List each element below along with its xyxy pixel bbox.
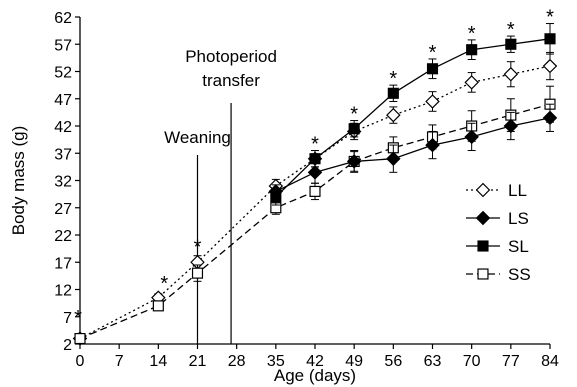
x-tick-label: 28 (228, 353, 246, 370)
data-point (544, 33, 556, 45)
data-point (386, 151, 401, 166)
y-tick-label: 7 (63, 310, 72, 327)
series-line (275, 117, 551, 192)
x-tick-label: 77 (502, 353, 520, 370)
data-point (387, 87, 399, 99)
y-tick-label: 42 (54, 119, 72, 136)
annotation-label: Weaning (164, 128, 231, 147)
x-tick-label: 7 (115, 353, 124, 370)
significance-star: * (311, 134, 319, 156)
x-tick-label: 42 (306, 353, 324, 370)
data-point (503, 118, 519, 134)
x-tick-label: 49 (345, 353, 363, 370)
significance-star: * (507, 19, 515, 41)
y-tick-label: 52 (54, 65, 72, 82)
data-point (74, 332, 86, 345)
x-tick-label: 56 (384, 353, 402, 370)
x-tick-label: 35 (267, 353, 285, 370)
legend-item-ll: LL (466, 181, 527, 200)
legend-item-ss: SS (466, 265, 531, 284)
significance-star: * (194, 237, 202, 259)
data-point (309, 153, 321, 165)
annotations: Weaning Photoperiod transfer (164, 47, 277, 344)
data-point (542, 110, 558, 126)
legend-label: LS (508, 209, 529, 228)
significance-star: * (389, 68, 397, 90)
y-tick-label: 27 (54, 201, 72, 218)
significance-star: * (546, 7, 554, 29)
x-axis-title: Age (days) (274, 366, 356, 385)
significance-star: * (160, 273, 168, 295)
data-point (270, 191, 282, 203)
data-point (505, 38, 517, 50)
series-line (275, 38, 551, 198)
significance-star: * (350, 104, 358, 126)
annotation-label: Photoperiod (185, 47, 277, 66)
data-point (425, 94, 440, 109)
y-tick-label: 2 (63, 337, 72, 354)
y-tick-label: 22 (54, 228, 72, 245)
y-tick-label: 47 (54, 92, 72, 109)
data-point (464, 75, 479, 90)
data-point (152, 300, 164, 312)
y-axis-title: Body mass (g) (9, 126, 28, 236)
legend-item-ls: LS (466, 209, 529, 228)
x-tick-label: 14 (149, 353, 167, 370)
data-point (425, 137, 440, 153)
significance-star: * (429, 42, 437, 64)
series-ls (268, 103, 558, 199)
y-tick-label: 17 (54, 255, 72, 272)
legend-label: SS (508, 265, 531, 284)
y-tick-label: 37 (54, 146, 72, 163)
y-tick-label: 32 (54, 174, 72, 191)
x-tick-label: 70 (463, 353, 481, 370)
series-sl (270, 23, 556, 206)
significance-markers: * * * * * * * * * * (74, 7, 554, 329)
legend-marker (475, 182, 491, 198)
legend-item-sl: SL (466, 237, 529, 256)
y-tick-label: 57 (54, 37, 72, 54)
x-tick-label: 21 (189, 353, 207, 370)
data-point (191, 267, 204, 279)
legend: LL LS SL SS (466, 181, 531, 284)
data-point (426, 63, 439, 75)
data-point (348, 123, 360, 135)
legend-marker (475, 210, 491, 226)
series-group (72, 23, 558, 346)
annotation-label: transfer (202, 71, 260, 90)
data-point (466, 44, 478, 56)
data-point (542, 58, 558, 74)
series-line (79, 65, 551, 340)
y-tick-label: 12 (54, 283, 72, 300)
legend-marker (477, 240, 489, 252)
data-point (386, 107, 401, 123)
legend-marker (477, 268, 489, 280)
legend-label: SL (508, 237, 529, 256)
series-line (79, 103, 551, 340)
significance-star: * (74, 307, 82, 329)
data-point (309, 185, 321, 197)
x-tick-label: 84 (541, 353, 559, 370)
data-point (307, 165, 323, 180)
data-point (346, 154, 362, 169)
x-tick-label: 63 (424, 353, 442, 370)
significance-star: * (468, 23, 476, 45)
x-tick-label: 0 (76, 353, 85, 370)
y-tick-label: 62 (54, 10, 72, 27)
legend-label: LL (508, 181, 527, 200)
data-point (503, 66, 519, 82)
data-point (464, 129, 479, 145)
